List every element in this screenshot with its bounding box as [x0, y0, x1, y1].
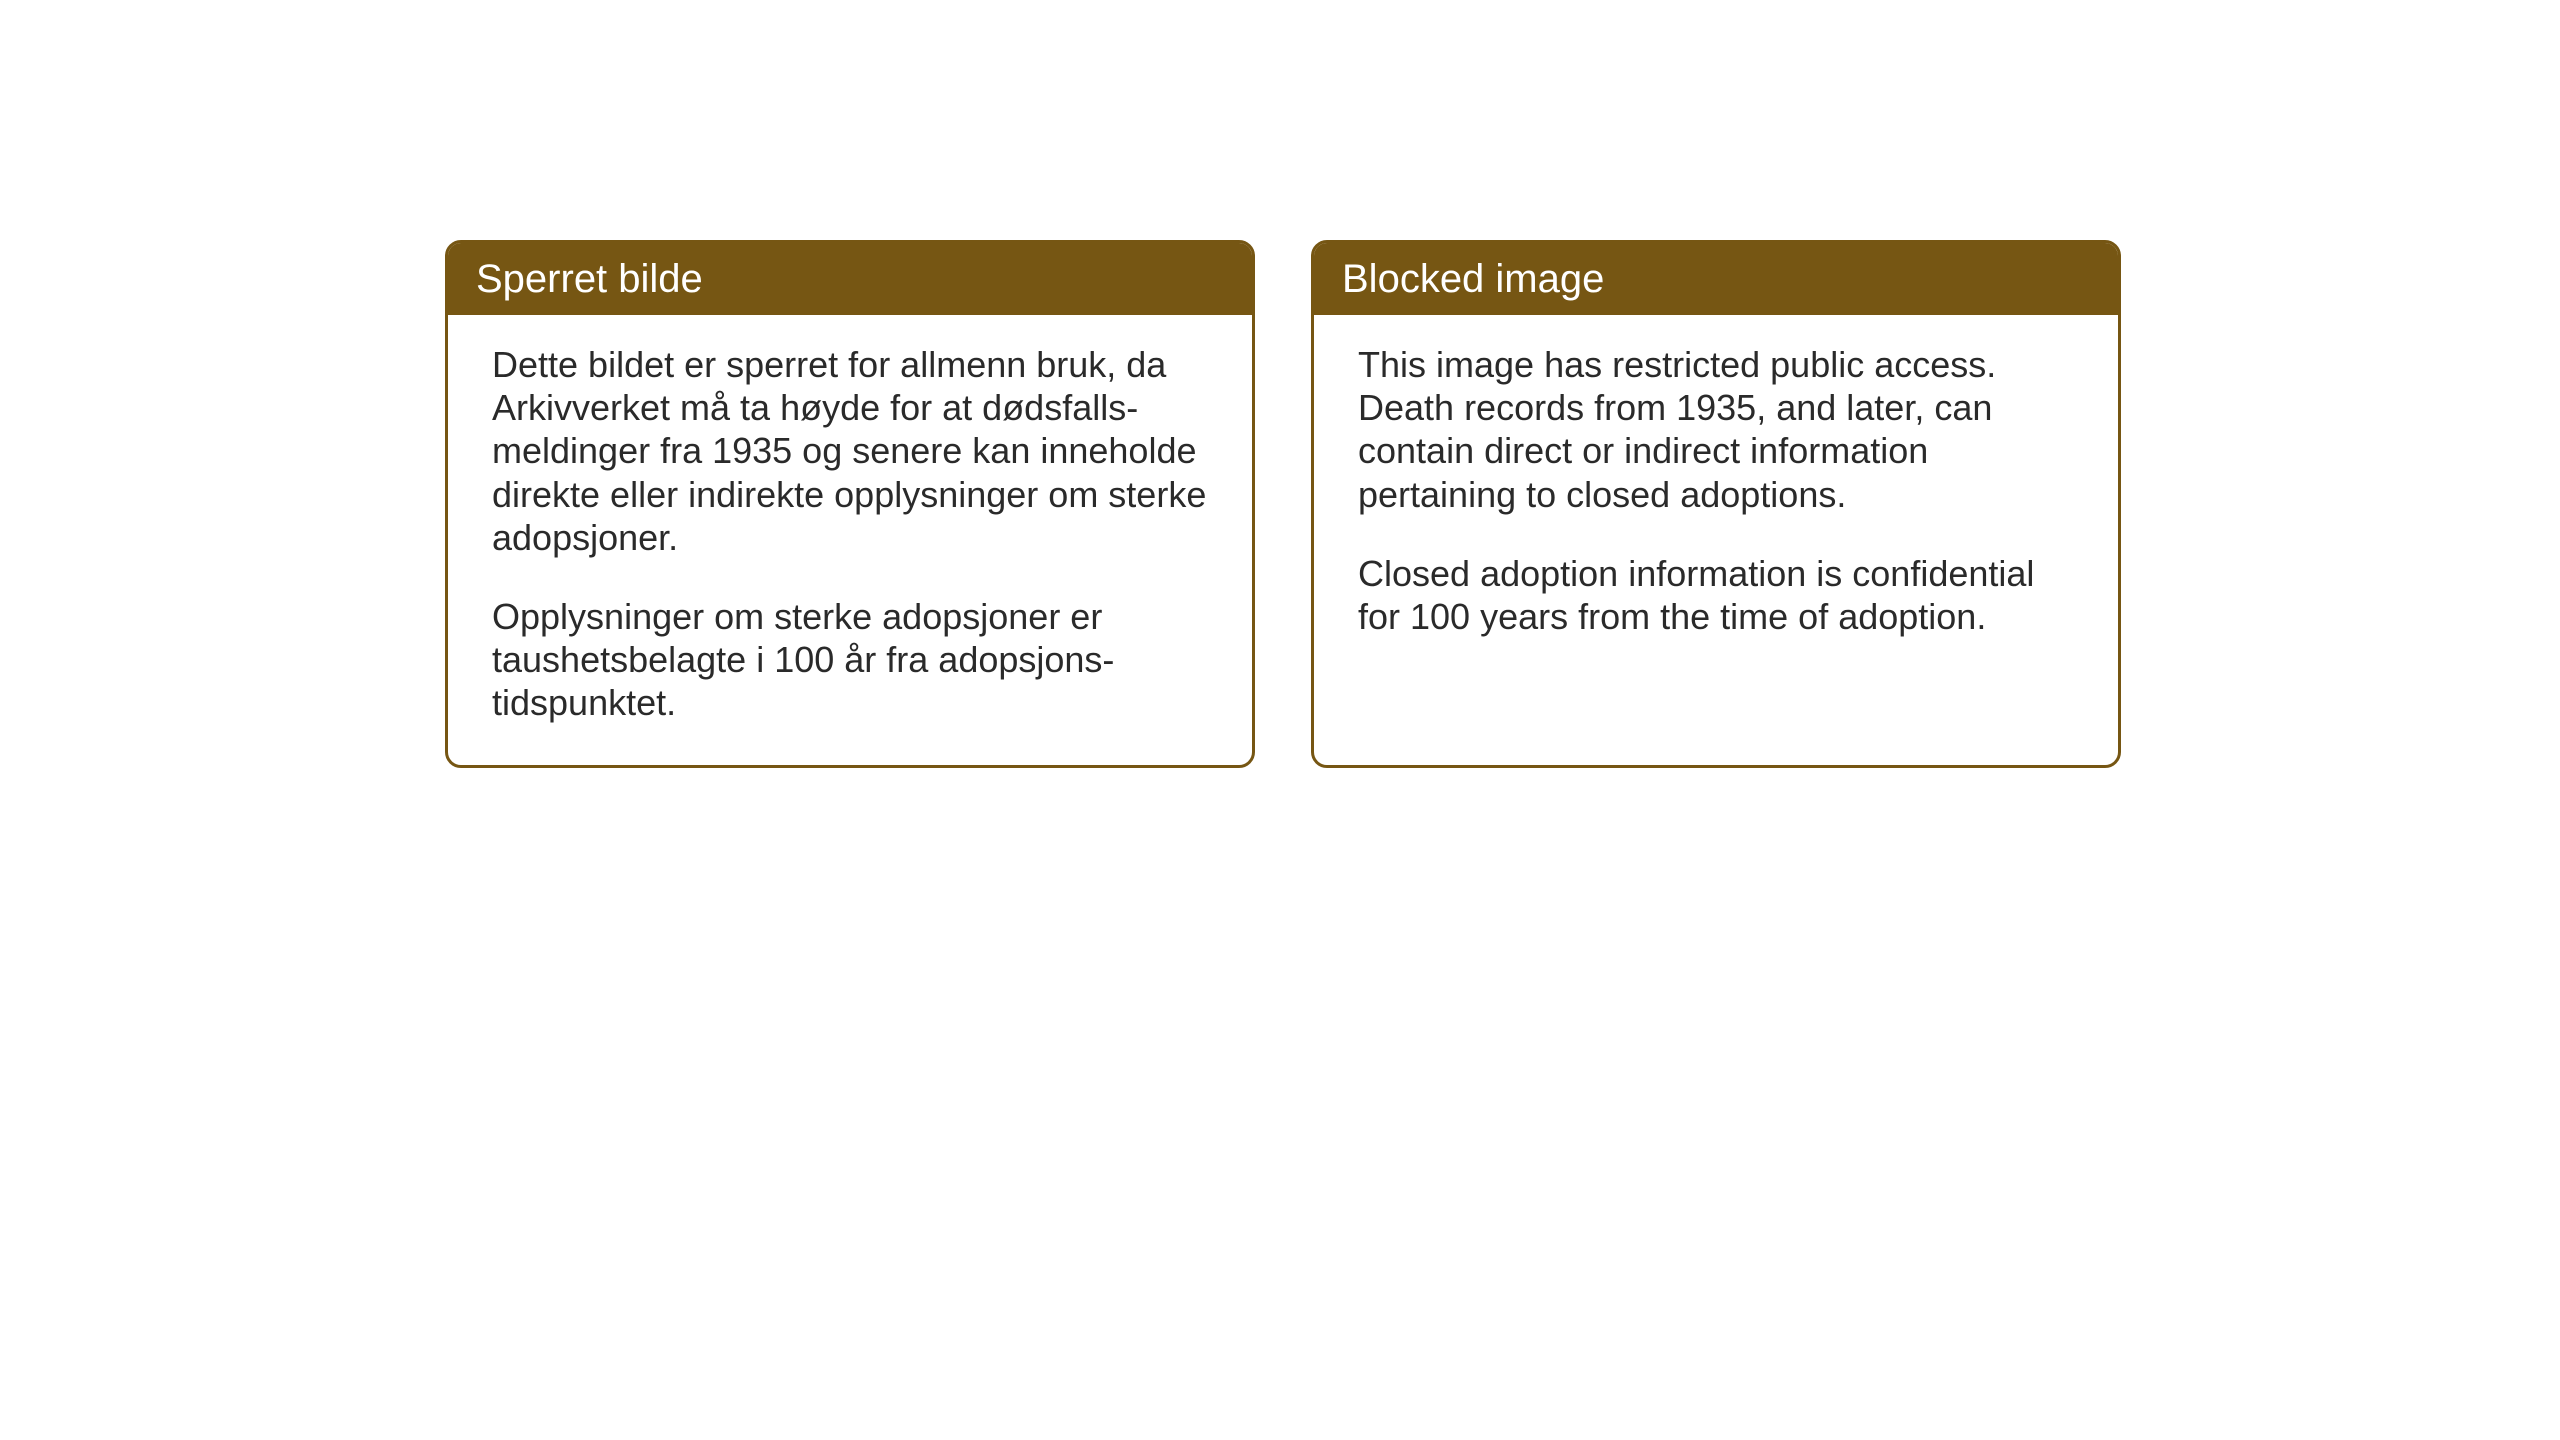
- notice-title-english: Blocked image: [1314, 243, 2118, 315]
- notice-body-english: This image has restricted public access.…: [1314, 315, 2118, 765]
- notice-paragraph-2-norwegian: Opplysninger om sterke adopsjoner er tau…: [492, 595, 1208, 725]
- notice-paragraph-1-english: This image has restricted public access.…: [1358, 343, 2074, 516]
- notice-body-norwegian: Dette bildet er sperret for allmenn bruk…: [448, 315, 1252, 765]
- notice-title-norwegian: Sperret bilde: [448, 243, 1252, 315]
- notice-paragraph-2-english: Closed adoption information is confident…: [1358, 552, 2074, 638]
- notice-card-english: Blocked image This image has restricted …: [1311, 240, 2121, 768]
- notice-paragraph-1-norwegian: Dette bildet er sperret for allmenn bruk…: [492, 343, 1208, 559]
- notice-container: Sperret bilde Dette bildet er sperret fo…: [445, 240, 2121, 768]
- notice-card-norwegian: Sperret bilde Dette bildet er sperret fo…: [445, 240, 1255, 768]
